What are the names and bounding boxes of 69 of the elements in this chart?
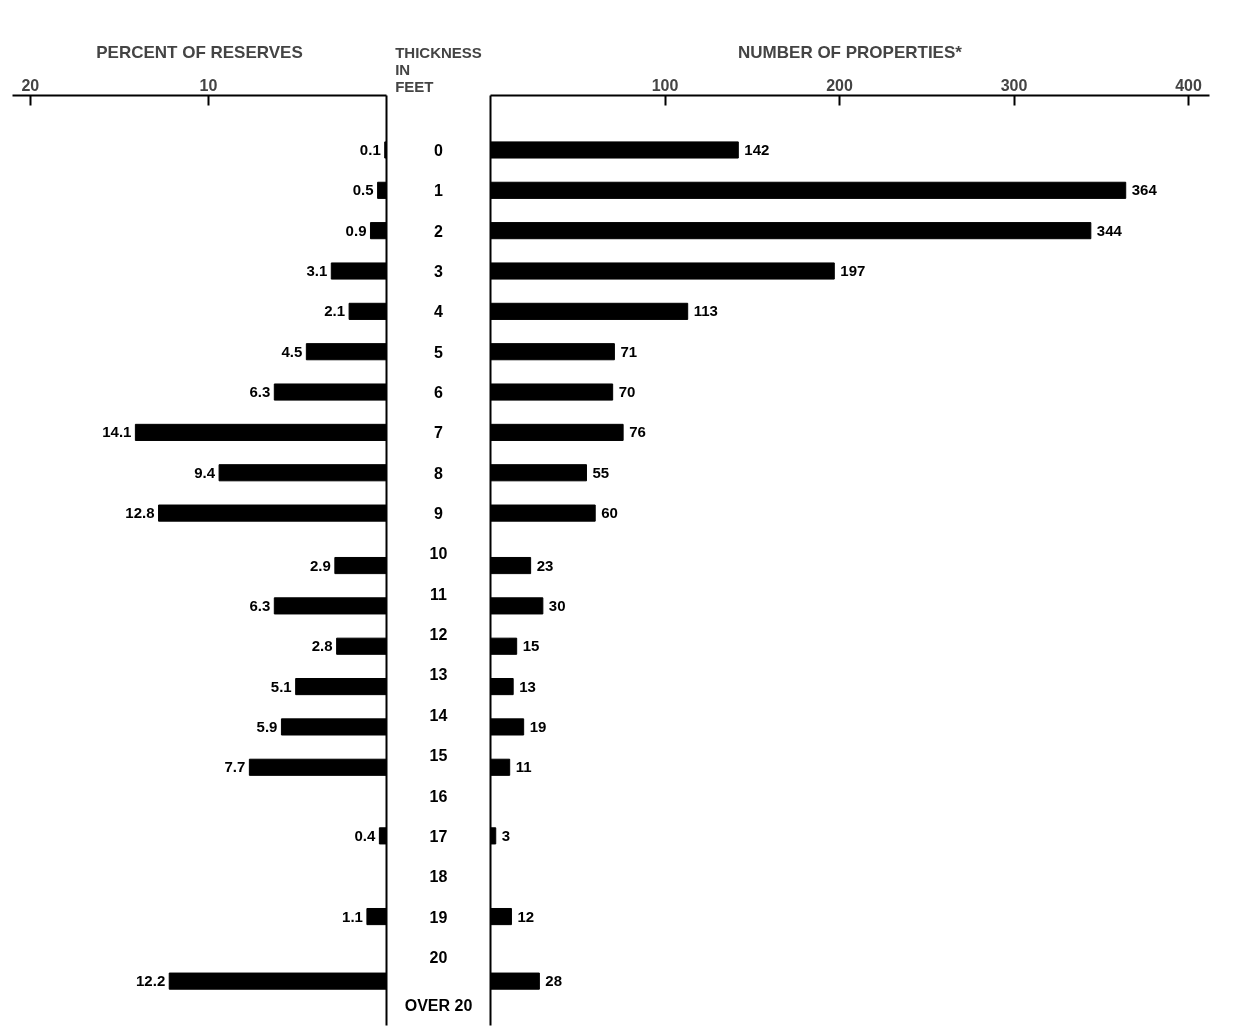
data-label: 15 bbox=[522, 637, 540, 655]
y-tick-label: 3 bbox=[434, 263, 444, 281]
x-axis-title: PERCENT OF RESERVES bbox=[96, 42, 303, 62]
y-tick-label: 8 bbox=[434, 464, 444, 482]
data-label: 60 bbox=[601, 504, 618, 522]
y-tick-label: 4 bbox=[434, 303, 444, 321]
data-label: 6.3 bbox=[249, 596, 271, 614]
data-label: 2.8 bbox=[311, 637, 333, 655]
y-tick-label: 1 bbox=[434, 182, 444, 200]
data-label: 76 bbox=[629, 423, 646, 441]
data-label: 19 bbox=[529, 717, 547, 735]
y-tick-label: OVER 20 bbox=[404, 996, 473, 1014]
data-label: 344 bbox=[1096, 221, 1123, 239]
data-label: 13 bbox=[519, 677, 536, 695]
data-label: 9.4 bbox=[194, 463, 216, 481]
x-tick-label: 20 bbox=[21, 76, 40, 94]
data-label: 0.4 bbox=[354, 826, 377, 844]
data-label: 70 bbox=[618, 383, 636, 401]
data-label: 11 bbox=[515, 758, 532, 776]
data-label: 6.3 bbox=[249, 383, 271, 401]
data-label: 2.9 bbox=[310, 556, 331, 574]
y-tick-label: 6 bbox=[434, 384, 444, 402]
x-axis-title: NUMBER OF PROPERTIES* bbox=[738, 42, 963, 62]
y-tick-label: 2 bbox=[434, 222, 444, 240]
data-label: 113 bbox=[693, 302, 718, 320]
x-tick-label: 100 bbox=[651, 76, 679, 94]
data-label: 7.7 bbox=[224, 758, 246, 776]
data-label: 5.9 bbox=[256, 717, 278, 735]
data-label: 0.1 bbox=[359, 140, 381, 158]
y-tick-label: 11 bbox=[430, 585, 448, 603]
y-tick-label: 17 bbox=[429, 827, 448, 845]
y-tick-label: 5 bbox=[434, 343, 444, 361]
y-tick-label: 14 bbox=[429, 706, 448, 724]
data-label: 1.1 bbox=[342, 907, 363, 925]
data-label: 14.1 bbox=[102, 423, 132, 441]
y-tick-label: 15 bbox=[429, 747, 448, 765]
data-label: 30 bbox=[548, 596, 566, 614]
data-label: 12 bbox=[517, 907, 535, 925]
data-label: 28 bbox=[545, 972, 563, 990]
y-tick-label: 10 bbox=[429, 545, 448, 563]
data-label: 142 bbox=[744, 140, 770, 158]
data-label: 197 bbox=[840, 262, 866, 280]
y-tick-label: 13 bbox=[429, 666, 448, 684]
y-tick-label: 19 bbox=[429, 908, 448, 926]
y-tick-label: 16 bbox=[429, 787, 448, 805]
y-axis-title: THICKNESS IN FEET bbox=[395, 43, 482, 95]
data-label: 364 bbox=[1131, 181, 1158, 199]
x-tick-label: 300 bbox=[1000, 76, 1028, 94]
y-tick-label: 18 bbox=[429, 868, 448, 886]
x-tick-label: 200 bbox=[826, 76, 853, 94]
data-label: 12.2 bbox=[136, 972, 166, 990]
data-label: 55 bbox=[592, 463, 610, 481]
y-tick-label: 9 bbox=[434, 505, 444, 523]
data-label: 4.5 bbox=[281, 342, 303, 360]
data-label: 0.5 bbox=[352, 181, 374, 199]
data-label: 2.1 bbox=[324, 302, 346, 320]
y-tick-label: 7 bbox=[434, 424, 444, 442]
data-label: 5.1 bbox=[270, 677, 292, 695]
x-tick-label: 400 bbox=[1175, 76, 1203, 94]
data-label: 23 bbox=[536, 556, 554, 574]
data-label: 0.9 bbox=[345, 221, 367, 239]
data-label: 71 bbox=[620, 342, 638, 360]
y-tick-label: 20 bbox=[429, 948, 448, 966]
data-label: 3 bbox=[501, 826, 511, 844]
y-tick-label: 12 bbox=[429, 626, 448, 644]
data-label: 12.8 bbox=[125, 504, 155, 522]
data-label: 3.1 bbox=[306, 262, 328, 280]
x-tick-label: 10 bbox=[199, 76, 218, 94]
y-tick-label: 0 bbox=[434, 141, 444, 159]
